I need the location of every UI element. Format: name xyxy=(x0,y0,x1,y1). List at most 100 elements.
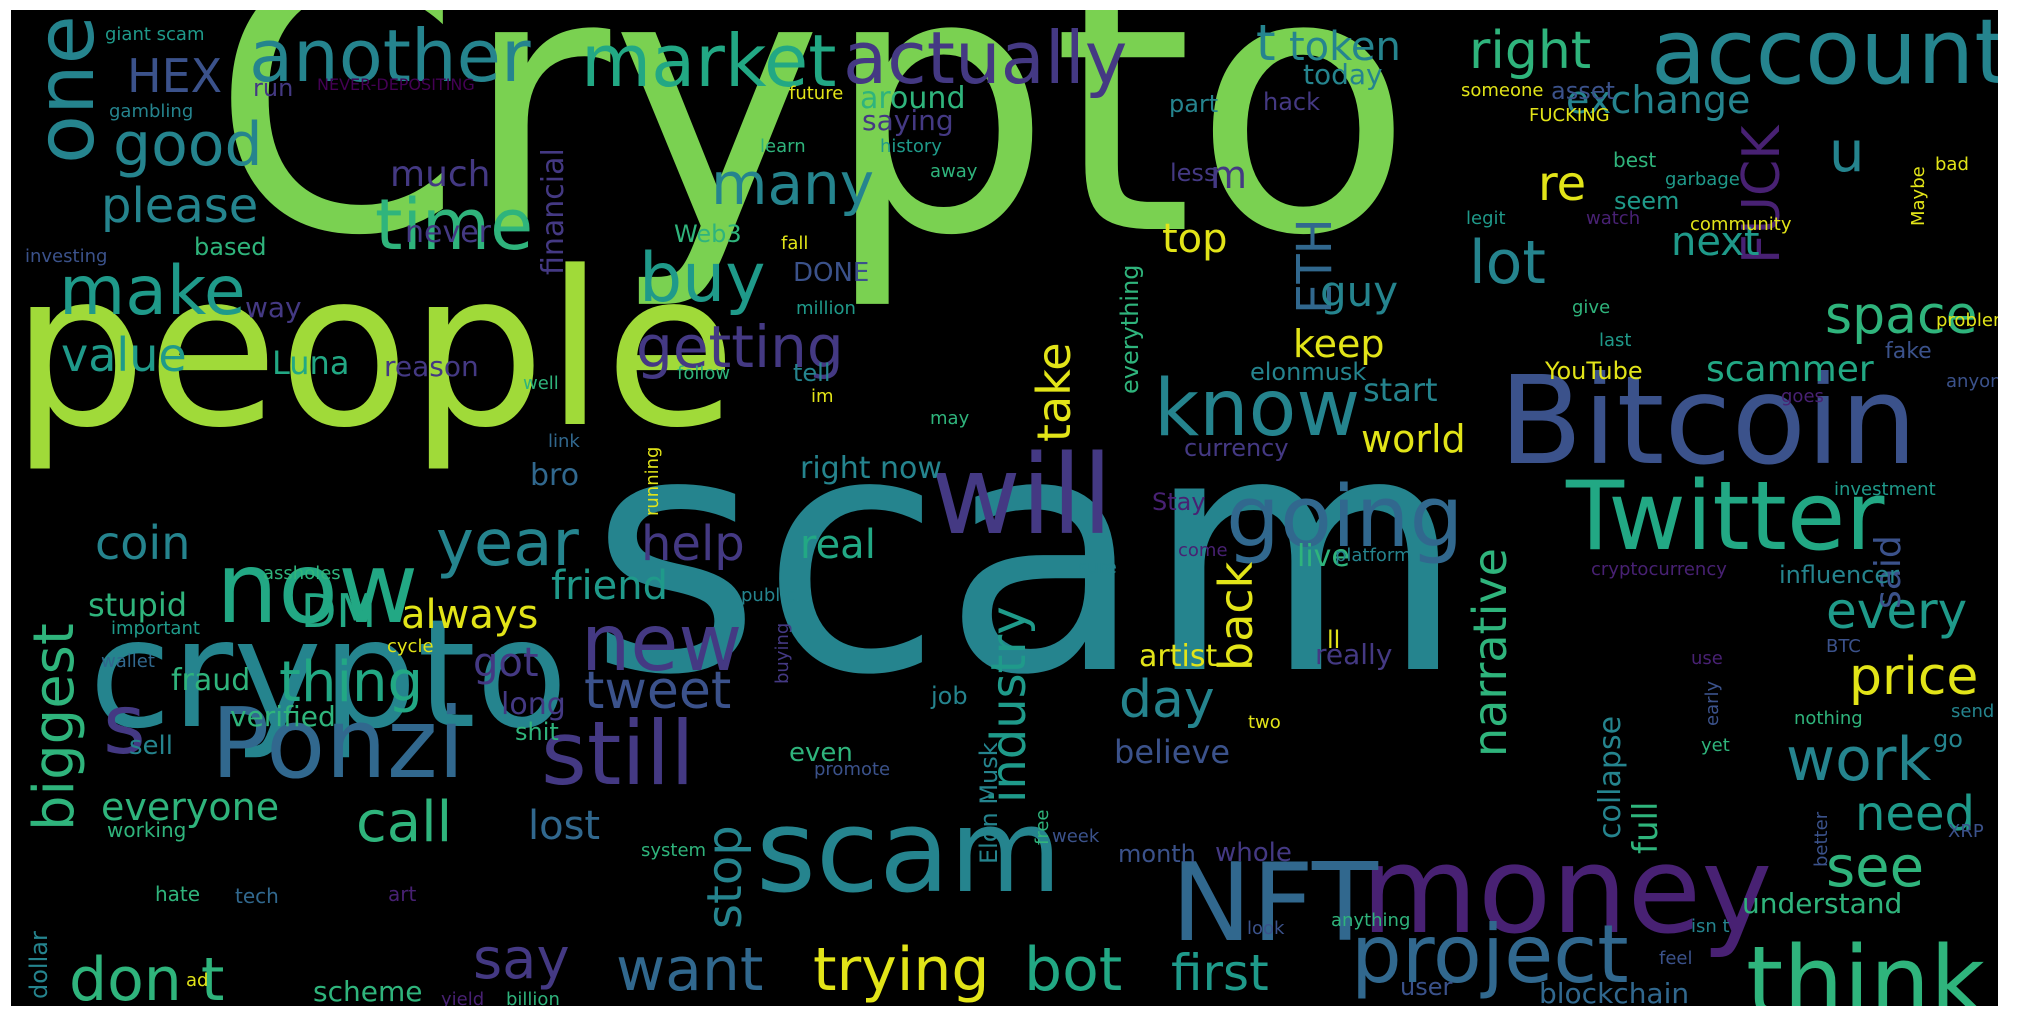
cloud-word: DM xyxy=(301,584,377,638)
cloud-word: buy xyxy=(639,239,766,318)
cloud-word: hate xyxy=(155,882,201,906)
cloud-word: time xyxy=(375,184,534,266)
cloud-word: say xyxy=(473,927,570,992)
cloud-word: early xyxy=(1702,680,1723,726)
cloud-word: legit xyxy=(1466,208,1506,229)
cloud-word: guy xyxy=(1320,267,1399,316)
cloud-word: link xyxy=(548,431,580,452)
cloud-word: way xyxy=(245,291,302,324)
cloud-word: bot xyxy=(1024,935,1123,1005)
cloud-word: away xyxy=(930,161,978,182)
cloud-word: asset xyxy=(1551,77,1615,105)
cloud-word: u xyxy=(1829,120,1865,185)
cloud-word: Ponzi xyxy=(211,687,465,800)
cloud-word: currency xyxy=(1184,434,1289,462)
cloud-word: much xyxy=(390,154,491,195)
cloud-word: see xyxy=(1826,835,1925,900)
cloud-word: send xyxy=(1951,701,1995,722)
cloud-word: don t xyxy=(69,945,225,1006)
cloud-word: YouTube xyxy=(1545,357,1643,385)
cloud-word: part xyxy=(1169,90,1219,118)
cloud-word: value xyxy=(61,328,187,382)
cloud-word: account xyxy=(1651,10,1998,105)
cloud-word: new xyxy=(581,599,743,689)
cloud-word: problem xyxy=(1936,310,1998,331)
cloud-word: may xyxy=(930,408,970,429)
cloud-word: crypto xyxy=(89,588,568,762)
cloud-word: ll xyxy=(1327,626,1341,654)
cloud-word: start xyxy=(1363,371,1438,409)
cloud-word: got xyxy=(473,640,539,686)
cloud-word: today xyxy=(1303,58,1383,91)
cloud-word: go xyxy=(1933,725,1963,753)
cloud-word: fraud xyxy=(171,663,251,698)
cloud-word: nothing xyxy=(1794,708,1863,729)
cloud-word: dollar xyxy=(25,931,53,1000)
cloud-word: need xyxy=(1855,786,1975,842)
cloud-word: stop xyxy=(697,825,753,930)
cloud-word: Web3 xyxy=(674,220,742,248)
cloud-word: think xyxy=(1746,927,1986,1007)
cloud-word: scam xyxy=(589,363,1467,747)
cloud-word: FUCKING xyxy=(1529,105,1610,126)
cloud-word: world xyxy=(1361,417,1466,461)
cloud-word: anyone xyxy=(1946,371,1998,392)
cloud-word: working xyxy=(107,818,187,842)
cloud-word: seem xyxy=(1614,187,1680,215)
cloud-word: saying xyxy=(862,104,954,137)
cloud-word: XRP xyxy=(1948,821,1984,842)
cloud-word: never xyxy=(405,215,492,250)
cloud-word: watch xyxy=(1586,208,1641,229)
cloud-word: always xyxy=(401,592,539,638)
cloud-word: gambling xyxy=(109,101,194,122)
cloud-word: influencer xyxy=(1779,561,1900,589)
cloud-word: every xyxy=(1826,582,1968,640)
cloud-word: will xyxy=(931,431,1113,559)
cloud-word: people xyxy=(11,226,737,475)
cloud-word: elonmusk xyxy=(1250,358,1367,386)
cloud-word: re xyxy=(1538,156,1587,212)
cloud-word: assholes xyxy=(263,563,341,584)
cloud-word: even xyxy=(789,738,853,768)
cloud-word: trying xyxy=(813,935,990,1005)
cloud-word: come xyxy=(1178,540,1228,561)
cloud-word: ad xyxy=(186,970,209,991)
cloud-word: job xyxy=(931,682,968,710)
cloud-word: feel xyxy=(1659,948,1693,969)
cloud-word: next xyxy=(1671,219,1760,265)
cloud-word: investment xyxy=(1834,479,1936,500)
cloud-word: Maybe xyxy=(1908,166,1929,226)
cloud-word: first xyxy=(1171,944,1269,1002)
cloud-word: learn xyxy=(760,136,806,157)
cloud-word: giant scam xyxy=(105,24,205,45)
cloud-word: well xyxy=(523,373,559,394)
cloud-word: garbage xyxy=(1665,169,1740,190)
cloud-word: friend xyxy=(551,563,668,609)
cloud-word: fall xyxy=(781,233,809,254)
cloud-word: around xyxy=(860,81,966,116)
cloud-word: project xyxy=(1351,908,1629,1001)
cloud-word: one xyxy=(19,14,112,164)
word-cloud-canvas: Crypto scam people crypto Bitcoin Twitter acco… xyxy=(11,10,1998,1006)
cloud-word: hack xyxy=(1263,88,1321,116)
cloud-word: believe xyxy=(1114,733,1231,771)
cloud-word: HEX xyxy=(127,49,223,103)
cloud-word: whole xyxy=(1215,838,1292,868)
cloud-word: t xyxy=(1256,14,1276,72)
cloud-word: free xyxy=(1032,809,1053,845)
cloud-word: art xyxy=(388,882,417,906)
cloud-word: space xyxy=(1825,286,1978,346)
cloud-word: use xyxy=(1691,648,1723,669)
cloud-word: make xyxy=(59,252,246,331)
cloud-word: someone xyxy=(1461,80,1544,101)
cloud-word: stupid xyxy=(88,586,188,624)
cloud-word: artist xyxy=(1139,639,1218,674)
cloud-word: shit xyxy=(515,718,559,746)
cloud-word: bro xyxy=(530,458,580,493)
cloud-word: million xyxy=(796,298,856,319)
cloud-word: another xyxy=(249,14,531,98)
cloud-word: m xyxy=(1210,153,1248,197)
cloud-word: bad xyxy=(1935,154,1969,175)
cloud-word: going xyxy=(1226,468,1464,567)
cloud-word: two xyxy=(1248,712,1281,733)
